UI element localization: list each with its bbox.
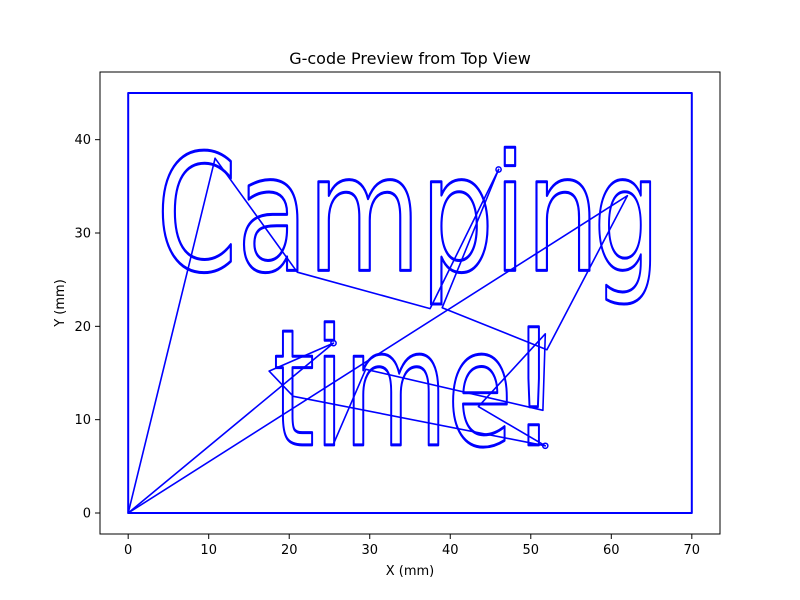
x-axis: 0 10 20 30 40 50 60 70 <box>124 534 700 558</box>
y-tick-label: 10 <box>74 413 91 428</box>
x-axis-label: X (mm) <box>386 564 435 579</box>
toolpath-travel-move-5 <box>292 332 547 447</box>
y-tick-label: 0 <box>83 507 91 522</box>
chart-title: G-code Preview from Top View <box>289 49 531 68</box>
x-tick-label: 30 <box>361 543 378 558</box>
x-tick-label: 0 <box>124 543 132 558</box>
toolpath-travel-move-1 <box>127 157 216 514</box>
x-tick-label: 20 <box>281 543 298 558</box>
y-tick-label: 20 <box>74 320 91 335</box>
toolpath-text-2: g <box>594 121 660 309</box>
x-tick-label: 70 <box>684 543 701 558</box>
x-tick-label: 50 <box>523 543 540 558</box>
y-tick-label: 30 <box>74 227 91 242</box>
x-tick-label: 40 <box>442 543 459 558</box>
toolpath-endpoint-marker <box>495 166 502 173</box>
toolpath-text-1: Campin <box>156 121 599 309</box>
toolpath-border <box>127 92 693 514</box>
y-axis-label: Y (mm) <box>53 279 68 328</box>
axes-frame <box>99 71 721 535</box>
toolpath-text-3: time! <box>273 296 555 484</box>
toolpath-travel-move-3 <box>127 168 629 514</box>
y-axis: 0 10 20 30 40 <box>74 133 100 522</box>
x-tick-label: 60 <box>603 543 620 558</box>
y-tick-label: 40 <box>74 133 91 148</box>
toolpath-travel-move-4 <box>127 342 335 514</box>
toolpath-endpoint-marker <box>330 339 337 347</box>
toolpath-endpoint-marker <box>541 442 549 450</box>
toolpath-travel-move-2 <box>214 157 500 310</box>
x-tick-label: 10 <box>200 543 217 558</box>
